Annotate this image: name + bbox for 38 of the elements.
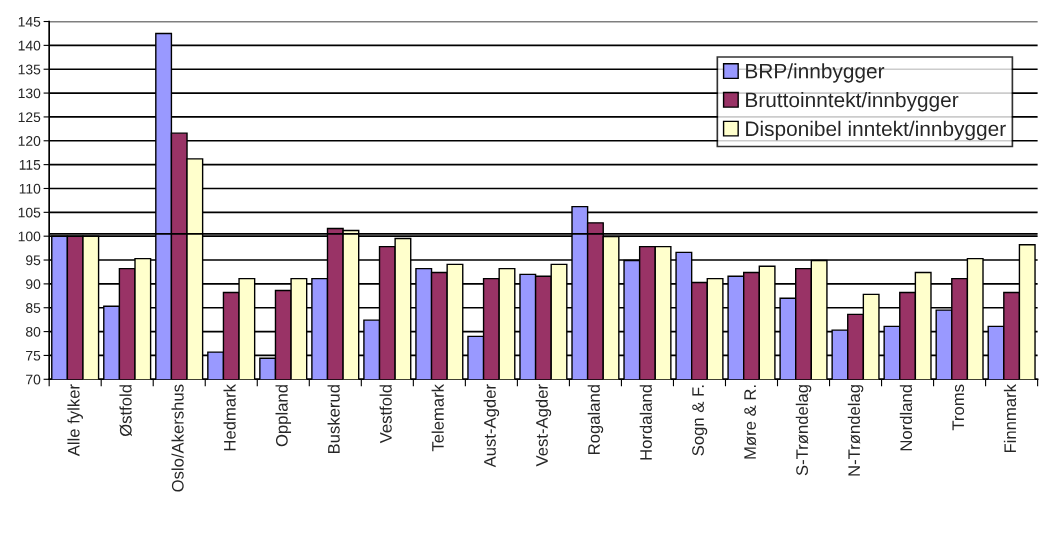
x-tick-label: Buskerud <box>327 385 340 454</box>
x-tick-label: Rogaland <box>587 385 604 454</box>
y-tick-label: 135 <box>18 64 41 75</box>
x-tick-label: Aust-Agder <box>483 384 500 468</box>
legend-label: Disponibel inntekt/innbygger <box>746 120 1006 141</box>
y-tick-label: 145 <box>18 17 41 27</box>
x-tick-label: Alle fylker <box>67 384 83 457</box>
y-tick-label: 90 <box>26 279 41 290</box>
x-tick-label: Hordaland <box>639 385 652 460</box>
y-tick-label: 110 <box>19 183 41 194</box>
x-tick-label: Hedmark <box>223 383 236 451</box>
x-tick-label: N-Trøndelag <box>847 385 864 476</box>
y-tick-label: 80 <box>25 326 41 337</box>
x-tick-label: Vest-Agder <box>535 384 552 467</box>
y-tick-label: 115 <box>19 160 41 170</box>
y-tick-label: 130 <box>18 88 41 99</box>
legend-label: BRP/innbygger <box>746 63 885 83</box>
y-tick-label: 125 <box>18 112 41 123</box>
legend-label: Bruttoinntekt/innbygger <box>746 92 959 112</box>
y-tick-label: 140 <box>18 40 41 51</box>
x-tick-label: Finnmark <box>1003 383 1017 453</box>
y-tick-label: 75 <box>26 350 41 361</box>
y-tick-label: 95 <box>26 255 41 266</box>
x-tick-label: Telemark <box>431 383 444 452</box>
x-tick-label: S-Trøndelag <box>795 385 812 476</box>
y-tick-label: 70 <box>26 374 41 385</box>
x-tick-label: Østfold <box>119 385 132 437</box>
x-tick-label: Oslo/Akershus <box>171 384 184 492</box>
y-tick-label: 100 <box>18 231 41 242</box>
y-tick-label: 105 <box>18 207 41 218</box>
x-tick-label: Sogn & F. <box>692 385 708 456</box>
x-tick-label: Nordland <box>899 385 913 451</box>
y-tick-label: 120 <box>18 136 41 146</box>
x-tick-label: Vestfold <box>379 385 392 444</box>
y-tick-label: 85 <box>25 303 41 313</box>
x-tick-label: Møre & R. <box>744 385 757 459</box>
x-tick-label: Troms <box>952 384 965 431</box>
x-tick-label: Oppland <box>275 385 292 447</box>
